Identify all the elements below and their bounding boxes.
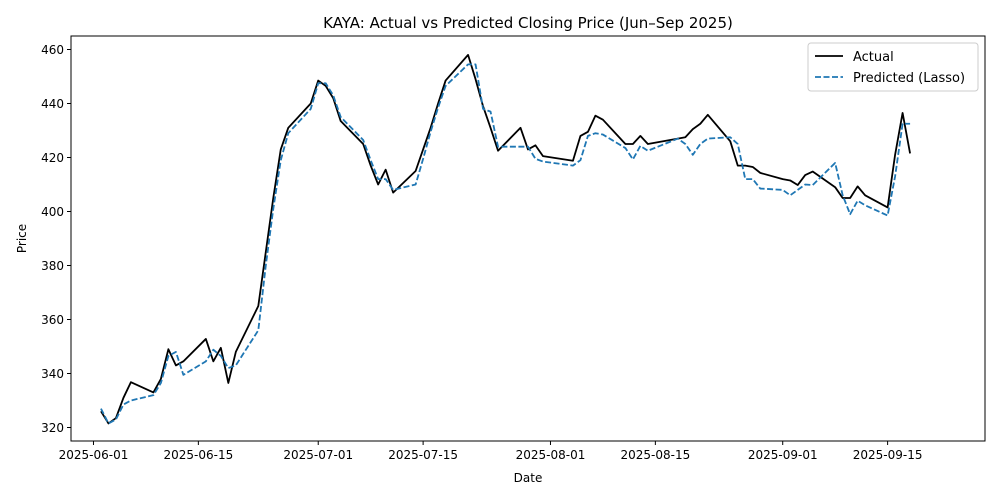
y-tick-label: 400 — [41, 205, 64, 219]
legend-box — [807, 42, 979, 92]
y-tick-label: 420 — [41, 151, 64, 165]
y-tick-label: 360 — [41, 313, 64, 327]
y-tick-label: 340 — [41, 367, 64, 381]
plot-frame — [70, 35, 986, 442]
legend-label-actual: Actual — [853, 50, 894, 65]
predicted-series-line — [100, 63, 911, 425]
x-axis-title: Date — [514, 471, 543, 485]
x-tick-label: 2025-09-01 — [748, 448, 818, 462]
chart-title: KAYA: Actual vs Predicted Closing Price … — [323, 14, 733, 32]
y-tick-label: 440 — [41, 97, 64, 111]
x-tick-label: 2025-07-15 — [388, 448, 458, 462]
y-tick-label: 320 — [41, 421, 64, 435]
y-axis-title: Price — [15, 224, 29, 253]
x-tick-label: 2025-07-01 — [283, 448, 353, 462]
legend-label-predicted: Predicted (Lasso) — [853, 71, 965, 86]
x-tick-label: 2025-06-01 — [59, 448, 129, 462]
x-tick-label: 2025-06-15 — [163, 448, 233, 462]
x-tick-label: 2025-08-15 — [620, 448, 690, 462]
y-tick-label: 460 — [41, 43, 64, 57]
x-tick-label: 2025-09-15 — [853, 448, 923, 462]
y-tick-label: 380 — [41, 259, 64, 273]
actual-series-line — [100, 54, 911, 425]
axes: 2025-06-01 2025-06-15 2025-07-01 2025-07-15… — [41, 43, 922, 462]
legend: Actual Predicted (Lasso) — [807, 42, 979, 92]
x-tick-label: 2025-08-01 — [516, 448, 586, 462]
series-lines — [100, 54, 911, 425]
